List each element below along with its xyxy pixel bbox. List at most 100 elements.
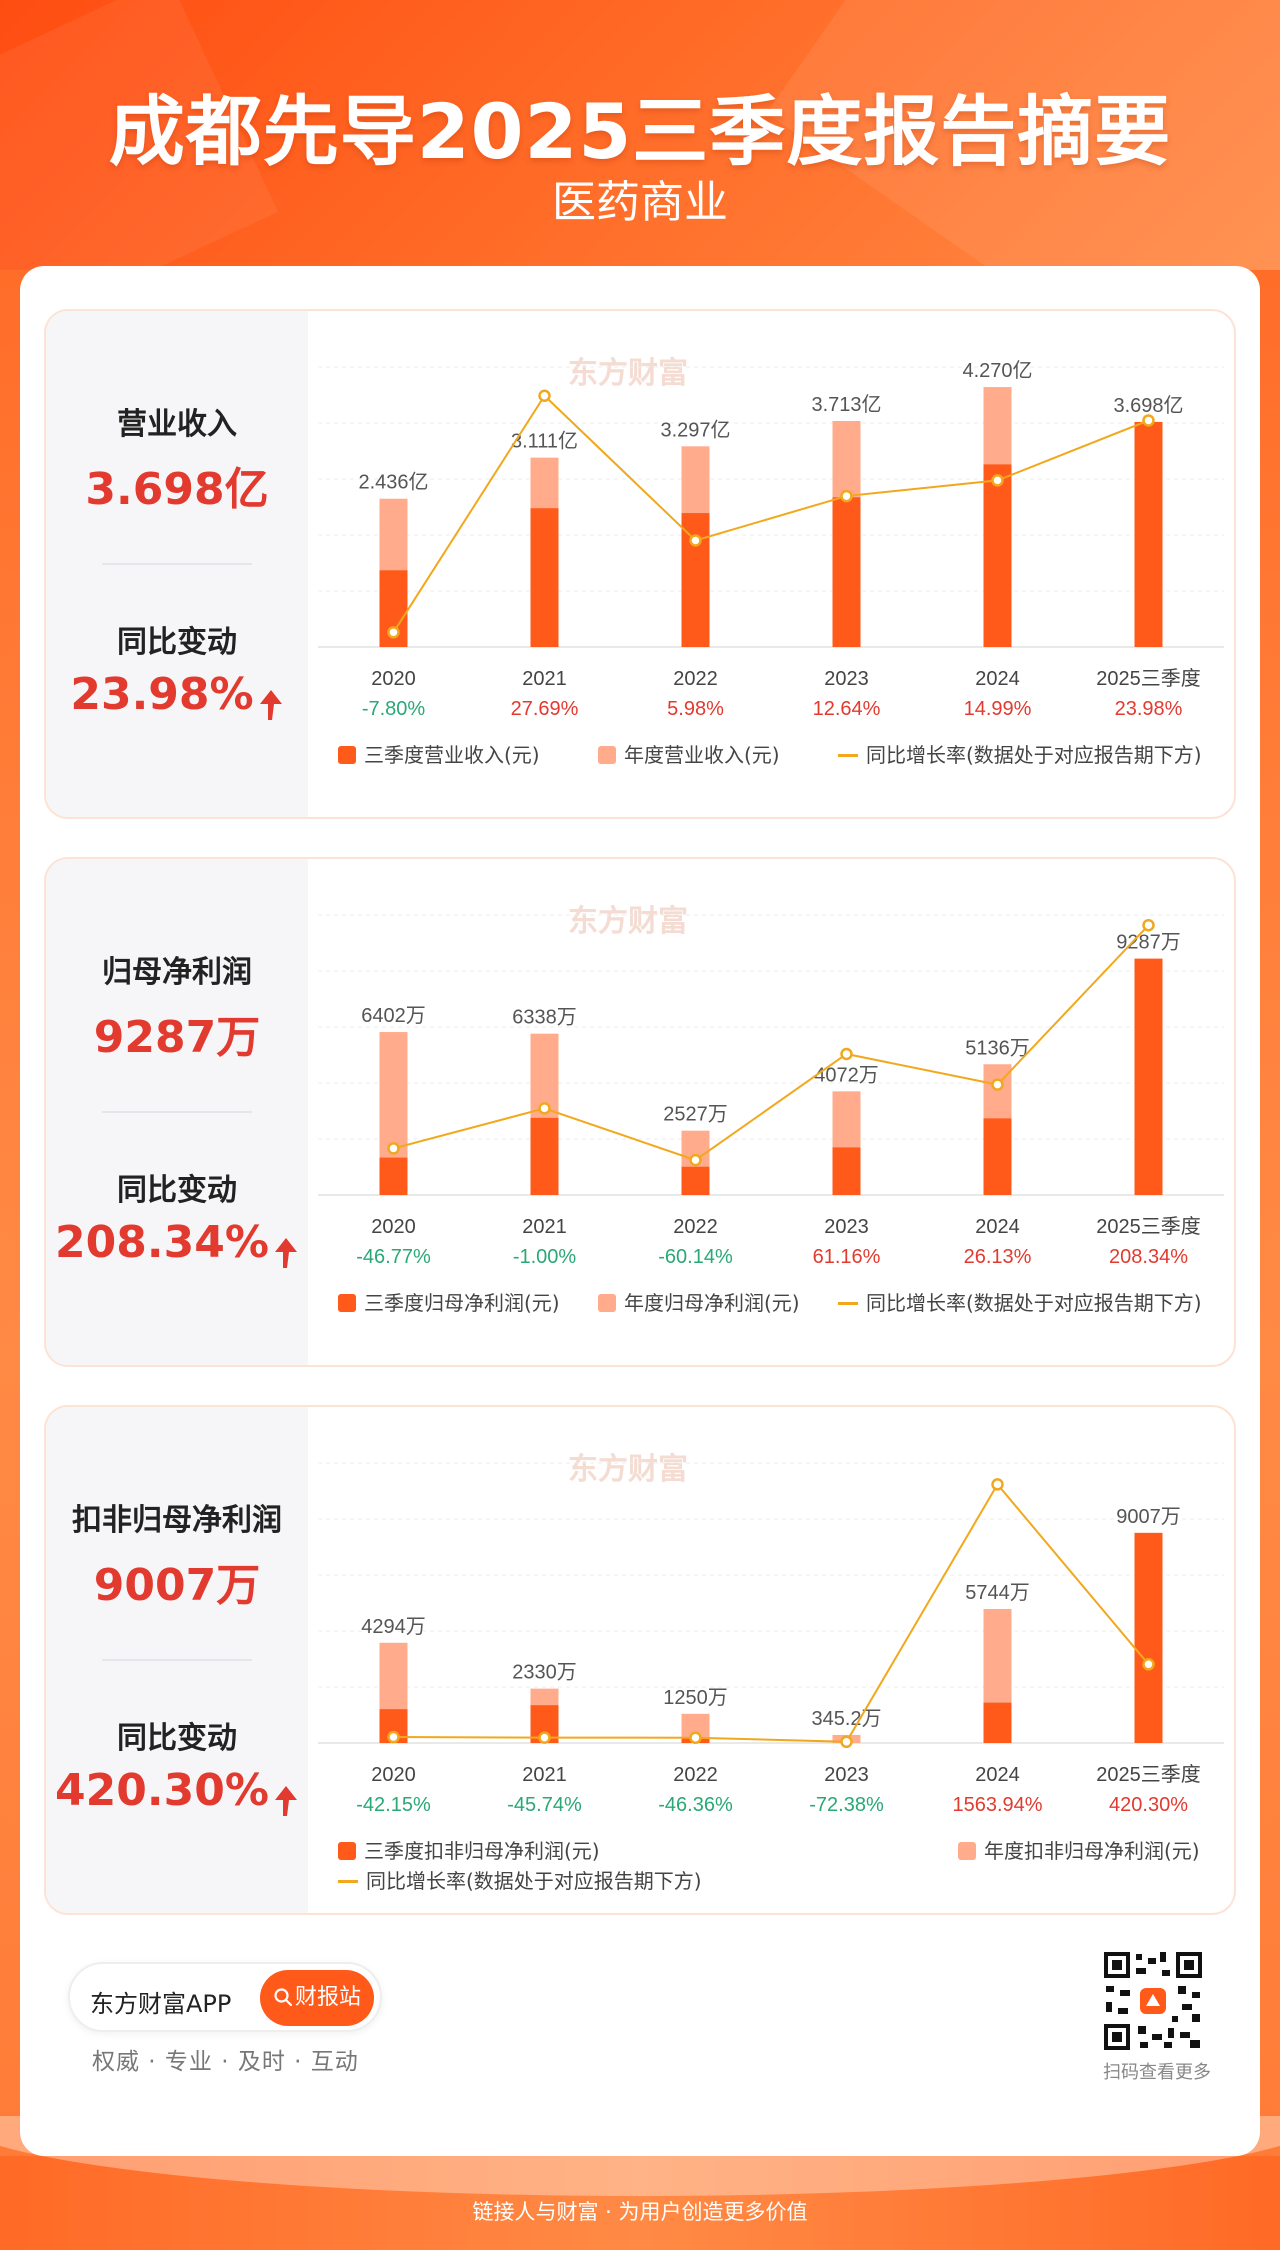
yoy-point: [840, 1047, 853, 1061]
category-label: 2025三季度: [1096, 1763, 1201, 1786]
metric-summary: 营业收入 3.698亿 同比变动 23.98%: [46, 311, 308, 817]
search-icon: [274, 1988, 293, 2007]
yoy-point: [387, 1142, 400, 1155]
q3-bar: [983, 464, 1012, 647]
divider: [102, 1659, 252, 1661]
legend-label: 同比增长率(数据处于对应报告期下方): [866, 1291, 1202, 1315]
yoy-label: 12.64%: [813, 698, 881, 720]
category-label: 2020: [371, 1764, 416, 1786]
yoy-point: [538, 1102, 551, 1115]
yoy-point: [387, 1730, 400, 1744]
revenue-chart: 东方财富 2.436亿 2020 -7.80% 3.111亿 2021 27.69% 3.29…: [318, 356, 1224, 720]
revenue-section: 营业收入 3.698亿 同比变动 23.98% 东方财富 2.436亿 2020 -7…: [44, 309, 1236, 819]
metric-value: 9007万: [93, 1560, 261, 1611]
legend-swatch: [338, 746, 356, 764]
category-label: 2021: [522, 1764, 567, 1786]
legend-annual: 年度归母净利润(元): [598, 1287, 800, 1316]
page-title: 成都先导2025三季度报告摘要: [108, 87, 1172, 176]
q3-bar: [379, 1157, 408, 1195]
value-label: 1250万: [663, 1687, 728, 1709]
yoy-point: [991, 1078, 1004, 1091]
legend-annual: 年度扣非归母净利润(元): [958, 1835, 1200, 1864]
yoy-label: 1563.94%: [952, 1794, 1042, 1816]
divider: [102, 1111, 252, 1113]
yoy-point: [991, 474, 1004, 487]
report-station-button[interactable]: 财报站: [260, 1970, 374, 2026]
yoy-label: -45.74%: [507, 1794, 582, 1816]
divider: [102, 563, 252, 565]
yoy-change: 420.30%: [46, 1765, 308, 1818]
metric-value: 9287万: [93, 1012, 261, 1063]
yoy-line: [393, 924, 1150, 1162]
category-label: 2025三季度: [1096, 667, 1201, 690]
yoy-point: [840, 1735, 853, 1749]
app-name: 东方财富APP: [90, 1990, 232, 2018]
metric-label: 归母净利润: [102, 955, 252, 990]
value-label: 6338万: [512, 1007, 577, 1029]
value-label: 3.297亿: [660, 418, 730, 441]
category-label: 2021: [522, 668, 567, 690]
legend-swatch: [598, 1294, 616, 1312]
yoy-label: -42.15%: [356, 1794, 431, 1816]
yoy-label: -7.80%: [362, 698, 426, 720]
yoy-label: 同比变动: [117, 1173, 237, 1208]
yoy-point: [840, 489, 853, 503]
category-label: 2020: [371, 1216, 416, 1238]
legend-line: 同比增长率(数据处于对应报告期下方): [838, 739, 1202, 768]
value-label: 4072万: [814, 1064, 879, 1086]
q3-bar: [1134, 958, 1163, 1195]
legend-q3: 三季度扣非归母净利润(元): [338, 1835, 600, 1864]
q3-bar: [530, 1117, 559, 1195]
report-station-label: 财报站: [294, 1985, 361, 2010]
value-label: 2527万: [663, 1104, 728, 1126]
qr-code-icon[interactable]: [1102, 1950, 1204, 2052]
legend-label: 三季度营业收入(元): [364, 743, 540, 767]
yoy-label: -72.38%: [809, 1794, 884, 1816]
legend-swatch: [338, 1842, 356, 1860]
q3-bar: [983, 1118, 1012, 1195]
metric-summary: 归母净利润 9287万 同比变动 208.34%: [46, 859, 308, 1365]
yoy-point: [1142, 918, 1155, 932]
category-label: 2022: [673, 1764, 718, 1786]
net-profit-chart: 东方财富 6402万 2020 -46.77% 6338万 2021 -1.00% 2527万…: [318, 904, 1224, 1268]
metric-label: 扣非归母净利润: [72, 1503, 282, 1538]
value-label: 5136万: [965, 1037, 1030, 1059]
yoy-line: [393, 1482, 1150, 1743]
category-label: 2024: [975, 1216, 1020, 1238]
watermark-text: 东方财富: [568, 356, 688, 390]
value-label: 6402万: [361, 1005, 426, 1027]
value-label: 4294万: [361, 1616, 426, 1638]
yoy-label: 420.30%: [1109, 1794, 1188, 1816]
category-label: 2023: [824, 1764, 869, 1786]
legend-swatch: [958, 1842, 976, 1860]
value-label: 3.713亿: [811, 393, 881, 416]
banner-wave: [0, 2116, 1280, 2196]
qr-label: 扫码查看更多: [1103, 2062, 1211, 2083]
yoy-label: 26.13%: [964, 1246, 1032, 1268]
legend-swatch: [338, 1294, 356, 1312]
category-label: 2024: [975, 668, 1020, 690]
legend-label: 年度扣非归母净利润(元): [984, 1839, 1200, 1863]
up-arrow-icon: [274, 1785, 297, 1816]
yoy-point: [1142, 414, 1155, 427]
legend-label: 同比增长率(数据处于对应报告期下方): [866, 743, 1202, 767]
value-label: 2.436亿: [358, 471, 428, 494]
q3-bar: [1134, 1532, 1163, 1743]
yoy-point: [689, 534, 702, 547]
metric-label: 营业收入: [117, 407, 237, 442]
up-arrow-icon: [259, 689, 282, 720]
yoy-point: [991, 1478, 1004, 1491]
value-label: 9007万: [1116, 1506, 1181, 1528]
legend-label: 三季度扣非归母净利润(元): [364, 1839, 600, 1863]
legend-swatch: [338, 1880, 358, 1883]
app-badge[interactable]: 东方财富APP 财报站: [68, 1962, 382, 2032]
value-label: 2330万: [512, 1662, 577, 1684]
bottom-banner: [0, 2116, 1280, 2250]
tagline: 权威 · 专业 · 及时 · 互动: [92, 2049, 359, 2075]
yoy-point: [538, 389, 551, 402]
yoy-line: [392, 394, 1149, 633]
q3-bar: [681, 513, 710, 647]
q3-bar: [832, 497, 861, 647]
legend-label: 年度归母净利润(元): [624, 1291, 800, 1315]
yoy-label: 208.34%: [1109, 1246, 1188, 1268]
